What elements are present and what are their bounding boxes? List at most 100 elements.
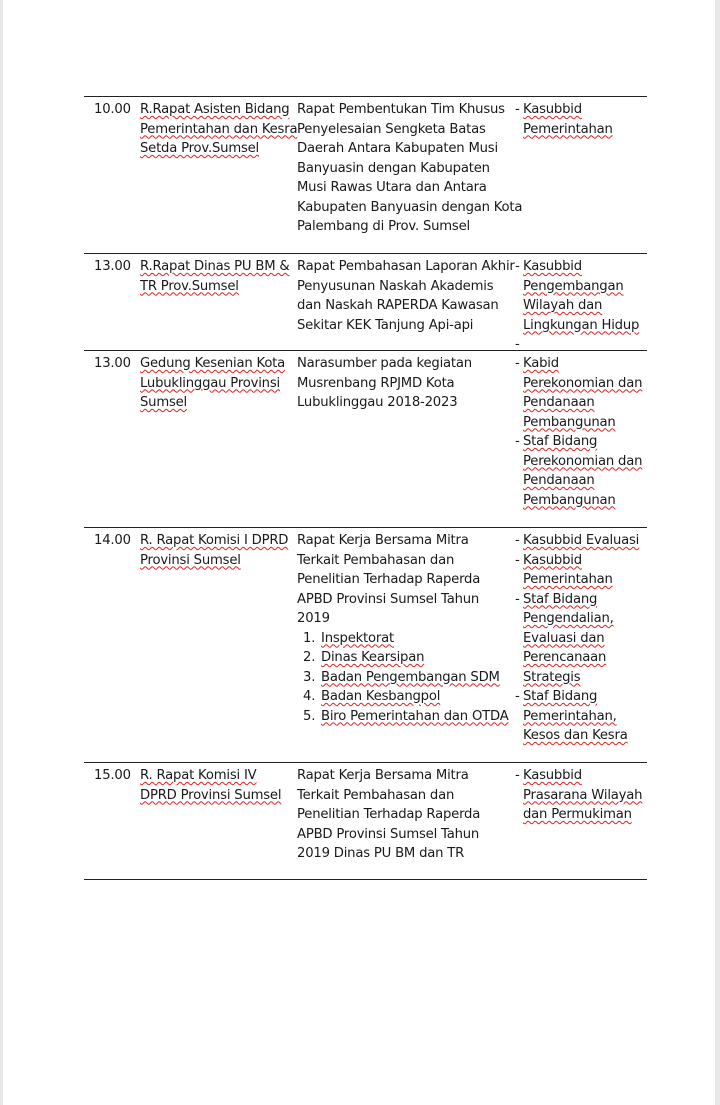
attendee-line: Pengembangan [515,277,639,297]
agenda-line: Musi Rawas Utara dan Antara [297,180,487,195]
cell-location: R. Rapat Komisi I DPRD Provinsi Sumsel [140,531,288,570]
attendee-line: Pendanaan [515,471,642,491]
attendee-text: Pembangunan [523,414,616,430]
attendee-text: Pemerintahan [523,572,613,587]
agenda-line: Sekitar KEK Tanjung Api-api [297,317,474,333]
cell-attendees: - Kasubbid Evaluasi - Kasubbid Pemerintahan -… [515,531,639,746]
bullet-dash: - [515,259,520,274]
cell-attendees: - Kasubbid Prasarana Wilayah dan Permukiman [515,766,643,825]
document-page: 10.00 R.Rapat Asisten Bidang Pemerintahan … [3,0,715,1105]
cell-agenda: Rapat Kerja Bersama Mitra Terkait Pembaha… [297,531,509,726]
time-text: 13.00 [94,356,131,371]
cell-time: 10.00 [94,100,131,120]
attendee-line: - Kabid [515,354,642,374]
agenda-line: Penelitian Terhadap Raperda [297,807,481,822]
attendee-line: Evaluasi dan [515,629,639,649]
attendee-line: Pendanaan [515,393,642,413]
attendee-text: Strategis [523,669,581,685]
agenda-line: Rapat Kerja Bersama Mitra [297,768,469,783]
table-row-divider [84,527,647,528]
location-line: DPRD Provinsi Sumsel [140,786,282,806]
cell-location: R.Rapat Asisten Bidang Pemerintahan dan K… [140,100,298,159]
attendee-line: Prasarana Wilayah [515,786,643,806]
attendee-text: Staf Bidang [523,434,598,449]
location-line: R. Rapat Komisi I DPRD [140,531,288,551]
attendee-text: Kasubbid [523,768,582,783]
agenda-line: Narasumber pada kegiatan [297,356,472,371]
agenda-list-item: 4. Badan Kesbangpol [297,687,509,707]
attendee-line: Perencanaan [515,648,639,668]
list-number: 2. [303,650,316,665]
attendee-text: Perekonomian dan [523,375,643,391]
location-line: Sumsel [140,393,285,413]
location-text: DPRD Provinsi Sumsel [140,787,282,803]
attendee-text: Kabid [523,356,559,371]
table-row-divider [84,253,647,254]
location-text: R. Rapat Komisi I DPRD [140,533,289,548]
time-text: 15.00 [94,768,131,783]
attendee-line: Wilayah dan [515,296,639,316]
bullet-dash: - [515,533,520,548]
location-text: R. Rapat Komisi IV [140,768,257,783]
attendee-text: Pemerintahan, [523,708,617,724]
bullet-dash: - [515,434,520,449]
attendee-text: Kasubbid [523,102,582,117]
agenda-line: Terkait Pembahasan dan [297,552,455,568]
attendee-line: - Staf Bidang [515,687,639,707]
time-text: 10.00 [94,102,131,117]
agenda-list-item: 5. Biro Pemerintahan dan OTDA [297,707,509,727]
agenda-line: Rapat Pembentukan Tim Khusus [297,102,505,117]
location-text: R.Rapat Dinas PU BM & [140,259,290,274]
cell-attendees: - Kasubbid Pemerintahan [515,100,613,139]
location-text: TR Prov.Sumsel [140,278,239,294]
location-text: Gedung Kesenian Kota [140,356,286,371]
cell-attendees: - Kabid Perekonomian dan Pendanaan Pembangun… [515,354,642,510]
bullet-dash: - [515,552,520,568]
agenda-line: Rapat Kerja Bersama Mitra [297,533,469,548]
bullet-dash: - [515,337,520,352]
table-row-divider [84,762,647,763]
agenda-line: APBD Provinsi Sumsel Tahun [297,591,480,607]
location-line: Provinsi Sumsel [140,551,288,571]
attendee-line: Pembangunan [515,413,642,433]
attendee-line: Pemerintahan, [515,707,639,727]
attendee-text: Kesos dan Kesra [523,728,628,743]
time-text: 13.00 [94,259,131,274]
list-item-text: Biro Pemerintahan dan OTDA [321,708,509,724]
attendee-text: Prasarana Wilayah [523,787,643,803]
location-line: Pemerintahan dan Kesra [140,120,298,140]
agenda-line: Penelitian Terhadap Raperda [297,572,481,587]
cell-agenda: Rapat Kerja Bersama Mitra Terkait Pembaha… [297,766,480,864]
attendee-text: dan Permukiman [523,807,632,822]
bullet-dash: - [515,591,520,607]
cell-agenda: Narasumber pada kegiatan Musrenbang RPJMD… [297,354,472,413]
agenda-list-item: 3. Badan Pengembangan SDM [297,668,509,688]
attendee-line: dan Permukiman [515,805,642,825]
list-number: 3. [303,669,316,685]
list-number: 5. [303,708,316,724]
attendee-line: Perekonomian dan [515,374,642,394]
list-item-text: Badan Kesbangpol [321,689,441,704]
cell-location: R.Rapat Dinas PU BM & TR Prov.Sumsel [140,257,290,297]
table-row-divider [84,96,647,97]
attendee-line: - Kasubbid [515,766,642,786]
attendee-line: - Kasubbid [515,551,639,571]
attendee-text: Kasubbid [523,552,582,568]
attendee-text: Pengendalian, [523,611,614,626]
attendee-line: Perekonomian dan [515,452,642,472]
attendee-text: Kasubbid [523,259,582,274]
attendee-text: Evaluasi dan [523,630,605,646]
attendee-line: Pemerintahan [515,570,639,590]
attendee-text: Pendanaan [523,395,595,410]
agenda-list-item: 1. Inspektorat [297,629,509,649]
list-item-text: Inspektorat [321,630,394,646]
location-text: Lubuklinggau Provinsi [140,375,280,391]
agenda-line: dan Naskah RAPERDA Kawasan [297,298,499,313]
agenda-line: Kabupaten Banyuasin dengan Kota [297,199,523,215]
agenda-line: Rapat Pembahasan Laporan Akhir [297,259,515,274]
time-text: 14.00 [94,533,131,548]
cell-agenda: Rapat Pembahasan Laporan Akhir Penyusunan… [297,257,515,335]
location-line: TR Prov.Sumsel [140,277,289,297]
attendee-text: Perencanaan [523,650,607,665]
cell-time: 14.00 [94,531,131,551]
